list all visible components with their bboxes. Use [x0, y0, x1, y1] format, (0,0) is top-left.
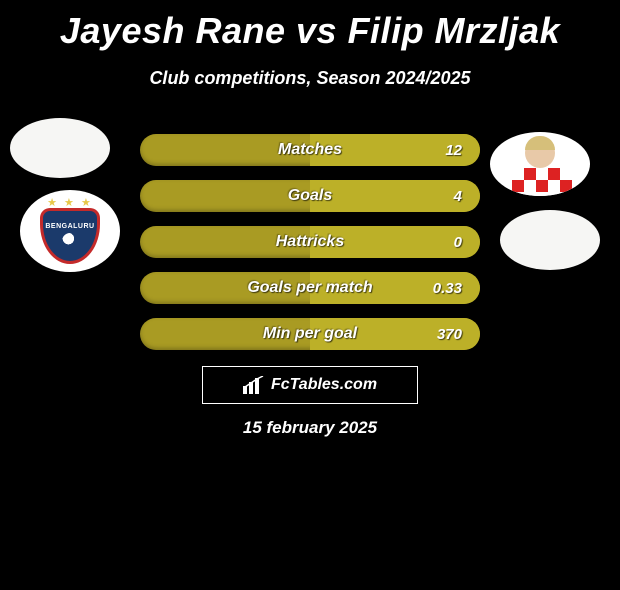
stat-label: Hattricks	[276, 233, 344, 251]
player-hair-icon	[525, 136, 555, 150]
brand-link[interactable]: FcTables.com	[202, 366, 418, 404]
jersey-check-icon	[536, 180, 548, 192]
stat-label: Goals	[288, 187, 332, 205]
stat-value: 0	[454, 234, 462, 251]
stat-value: 370	[437, 326, 462, 343]
jersey-check-icon	[560, 180, 572, 192]
bar-chart-icon	[243, 376, 265, 394]
comparison-date: 15 february 2025	[0, 418, 620, 438]
stat-value: 4	[454, 188, 462, 205]
stat-bar-goals-per-match: Goals per match 0.33	[140, 272, 480, 304]
club-shield-icon: BENGALURU	[40, 208, 100, 264]
stat-bar-goals: Goals 4	[140, 180, 480, 212]
stat-value: 0.33	[433, 280, 462, 297]
jersey-check-icon	[512, 180, 524, 192]
player2-club-placeholder	[500, 210, 600, 270]
stat-label: Matches	[278, 141, 342, 159]
stats-container: Matches 12 Goals 4 Hattricks 0 Goals per…	[140, 134, 480, 364]
player2-avatar-photo	[490, 132, 590, 196]
player1-club-badge: ★ ★ ★ BENGALURU	[20, 190, 120, 272]
stat-bar-matches: Matches 12	[140, 134, 480, 166]
page-subtitle: Club competitions, Season 2024/2025	[0, 68, 620, 89]
stat-label: Min per goal	[263, 325, 357, 343]
stat-label: Goals per match	[247, 279, 372, 297]
brand-text: FcTables.com	[271, 376, 377, 394]
club-badge-text: BENGALURU	[45, 223, 94, 230]
jersey-check-icon	[548, 168, 560, 180]
jersey-check-icon	[524, 168, 536, 180]
stat-bar-hattricks: Hattricks 0	[140, 226, 480, 258]
player1-avatar-placeholder	[10, 118, 110, 178]
stat-value: 12	[445, 142, 462, 159]
stat-bar-min-per-goal: Min per goal 370	[140, 318, 480, 350]
page-title: Jayesh Rane vs Filip Mrzljak	[0, 10, 620, 52]
football-icon	[62, 233, 78, 249]
